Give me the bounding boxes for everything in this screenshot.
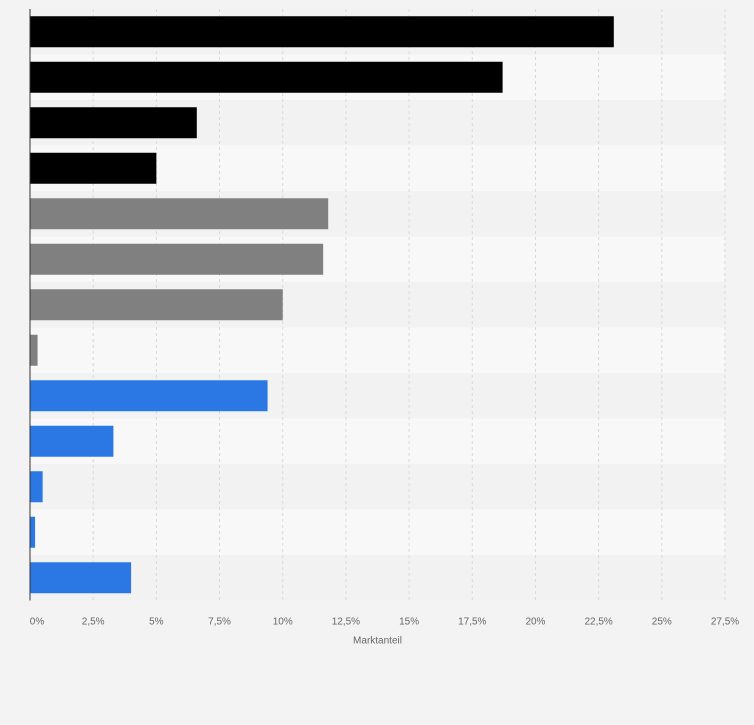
bar[interactable] [30, 152, 157, 184]
bar[interactable] [30, 562, 132, 594]
x-tick-label: 25% [652, 617, 672, 628]
x-tick-label: 7,5% [208, 617, 231, 628]
bar[interactable] [30, 334, 38, 366]
bars [30, 16, 614, 594]
bar[interactable] [30, 198, 329, 230]
bar[interactable] [30, 16, 614, 48]
bar[interactable] [30, 425, 114, 457]
row-band [30, 464, 725, 510]
x-tick-label: 22,5% [584, 617, 612, 628]
bar[interactable] [30, 243, 324, 275]
x-tick-label: 17,5% [458, 617, 486, 628]
x-axis-ticks: 0% 2,5% 5% 7,5% 10% 12,5% 15% 17,5% 20% 22,5% 25% 2… [30, 617, 740, 628]
row-band [30, 509, 725, 555]
x-tick-label: 2,5% [82, 617, 105, 628]
x-tick-label: 20% [525, 617, 545, 628]
row-band [30, 555, 725, 601]
bar[interactable] [30, 289, 283, 321]
x-tick-label: 10% [273, 617, 293, 628]
x-tick-label: 5% [149, 617, 164, 628]
x-tick-label: 0% [30, 617, 45, 628]
x-tick-label: 15% [399, 617, 419, 628]
bar[interactable] [30, 61, 503, 93]
bar[interactable] [30, 516, 36, 548]
x-tick-label: 27,5% [711, 617, 739, 628]
x-axis-label: Marktanteil [353, 636, 402, 647]
x-tick-label: 12,5% [332, 617, 360, 628]
bar[interactable] [30, 471, 43, 503]
row-band [30, 327, 725, 373]
row-band [30, 418, 725, 464]
bar[interactable] [30, 107, 197, 139]
bar[interactable] [30, 380, 268, 412]
